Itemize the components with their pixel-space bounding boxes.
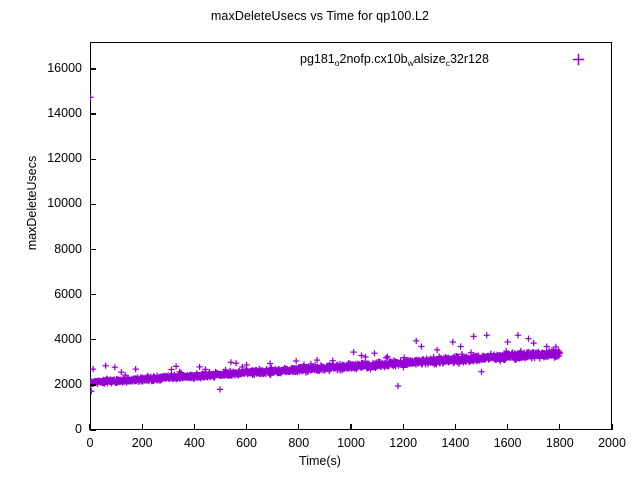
y-tick-mark [90, 339, 96, 341]
legend-text: alsize [413, 52, 446, 66]
x-tick-mark [402, 424, 404, 430]
x-tick-mark [298, 424, 300, 430]
x-tick-mark [193, 424, 196, 430]
x-tick-label: 1400 [441, 436, 470, 450]
x-tick-label: 200 [131, 436, 153, 450]
plot-canvas [90, 94, 563, 395]
x-axis-title: Time(s) [299, 454, 341, 468]
legend-subscript: c [445, 58, 450, 68]
x-tick-label: 1600 [493, 436, 522, 450]
x-tick-mark [454, 424, 457, 430]
y-tick-label: 12000 [47, 151, 82, 166]
y-tick-mark [90, 68, 96, 70]
y-tick-label: 2000 [54, 376, 82, 391]
y-tick-mark [90, 203, 96, 206]
y-tick-label: 6000 [54, 286, 82, 301]
legend-text: pg181 [300, 52, 335, 66]
y-tick-label: 10000 [47, 196, 82, 211]
x-tick-label: 1000 [337, 436, 365, 450]
x-tick-label: 600 [236, 436, 258, 450]
x-tick-label: 1800 [545, 436, 574, 450]
legend: pg181o2nofp.cx10bwalsizec32r128 [300, 52, 585, 68]
legend-entry-label: pg181o2nofp.cx10bwalsizec32r128 [300, 52, 489, 68]
x-tick-mark [350, 424, 352, 430]
y-tick-mark [90, 429, 96, 431]
y-tick-mark [90, 248, 96, 251]
data-point-group [90, 94, 563, 395]
scatter-points [90, 94, 563, 395]
y-tick-mark [90, 384, 96, 386]
y-tick-label: 8000 [54, 241, 82, 256]
legend-subscript: o [334, 58, 340, 68]
legend-text: 2nofp.cx10b [339, 52, 408, 66]
x-tick-label: 1200 [389, 436, 418, 450]
x-tick-mark [89, 424, 91, 430]
x-tick-mark [245, 424, 248, 430]
y-tick-label: 4000 [54, 331, 82, 346]
x-tick-label: 400 [183, 436, 205, 450]
x-tick-label: 2000 [598, 436, 626, 450]
legend-subscript: w [407, 58, 414, 68]
y-tick-label: 0 [75, 422, 82, 436]
y-tick-label: 14000 [47, 106, 82, 121]
chart-title: maxDeleteUsecs vs Time for qp100.L2 [210, 9, 430, 23]
y-tick-mark [90, 293, 96, 296]
x-tick-mark [559, 424, 561, 430]
x-tick-mark [506, 424, 509, 430]
y-tick-label: 16000 [47, 61, 82, 76]
legend-marker-plus-icon [572, 53, 585, 66]
y-tick-mark [90, 113, 96, 115]
x-tick-mark [611, 424, 613, 430]
x-tick-label: 0 [86, 436, 94, 450]
legend-text: 32r128 [449, 52, 489, 66]
x-tick-label: 800 [288, 436, 310, 450]
y-tick-mark [90, 158, 96, 160]
x-tick-mark [141, 424, 143, 430]
